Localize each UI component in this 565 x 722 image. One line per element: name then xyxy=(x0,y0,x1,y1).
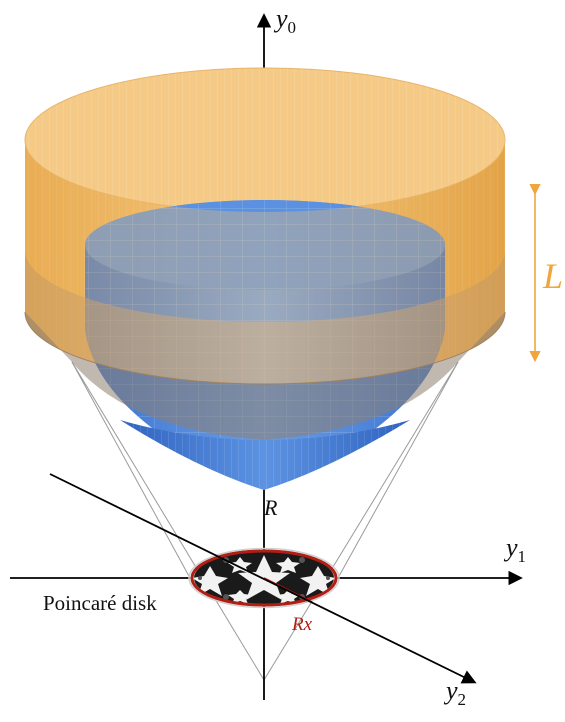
cone-tip xyxy=(120,420,410,490)
y1-axis-label: y1 xyxy=(506,533,527,566)
y0-axis-label: y0 xyxy=(276,4,297,37)
height-L-label: L xyxy=(543,256,564,296)
radius-R-label: R xyxy=(264,495,278,520)
poincare-disk-label: Poincaré disk xyxy=(43,591,157,615)
y2-axis xyxy=(49,473,477,684)
projection-guide-lines xyxy=(71,361,459,681)
front-shading xyxy=(25,312,505,440)
y2-axis-label: y2 xyxy=(446,676,467,709)
radius-Rx-label: Rx xyxy=(292,614,313,635)
